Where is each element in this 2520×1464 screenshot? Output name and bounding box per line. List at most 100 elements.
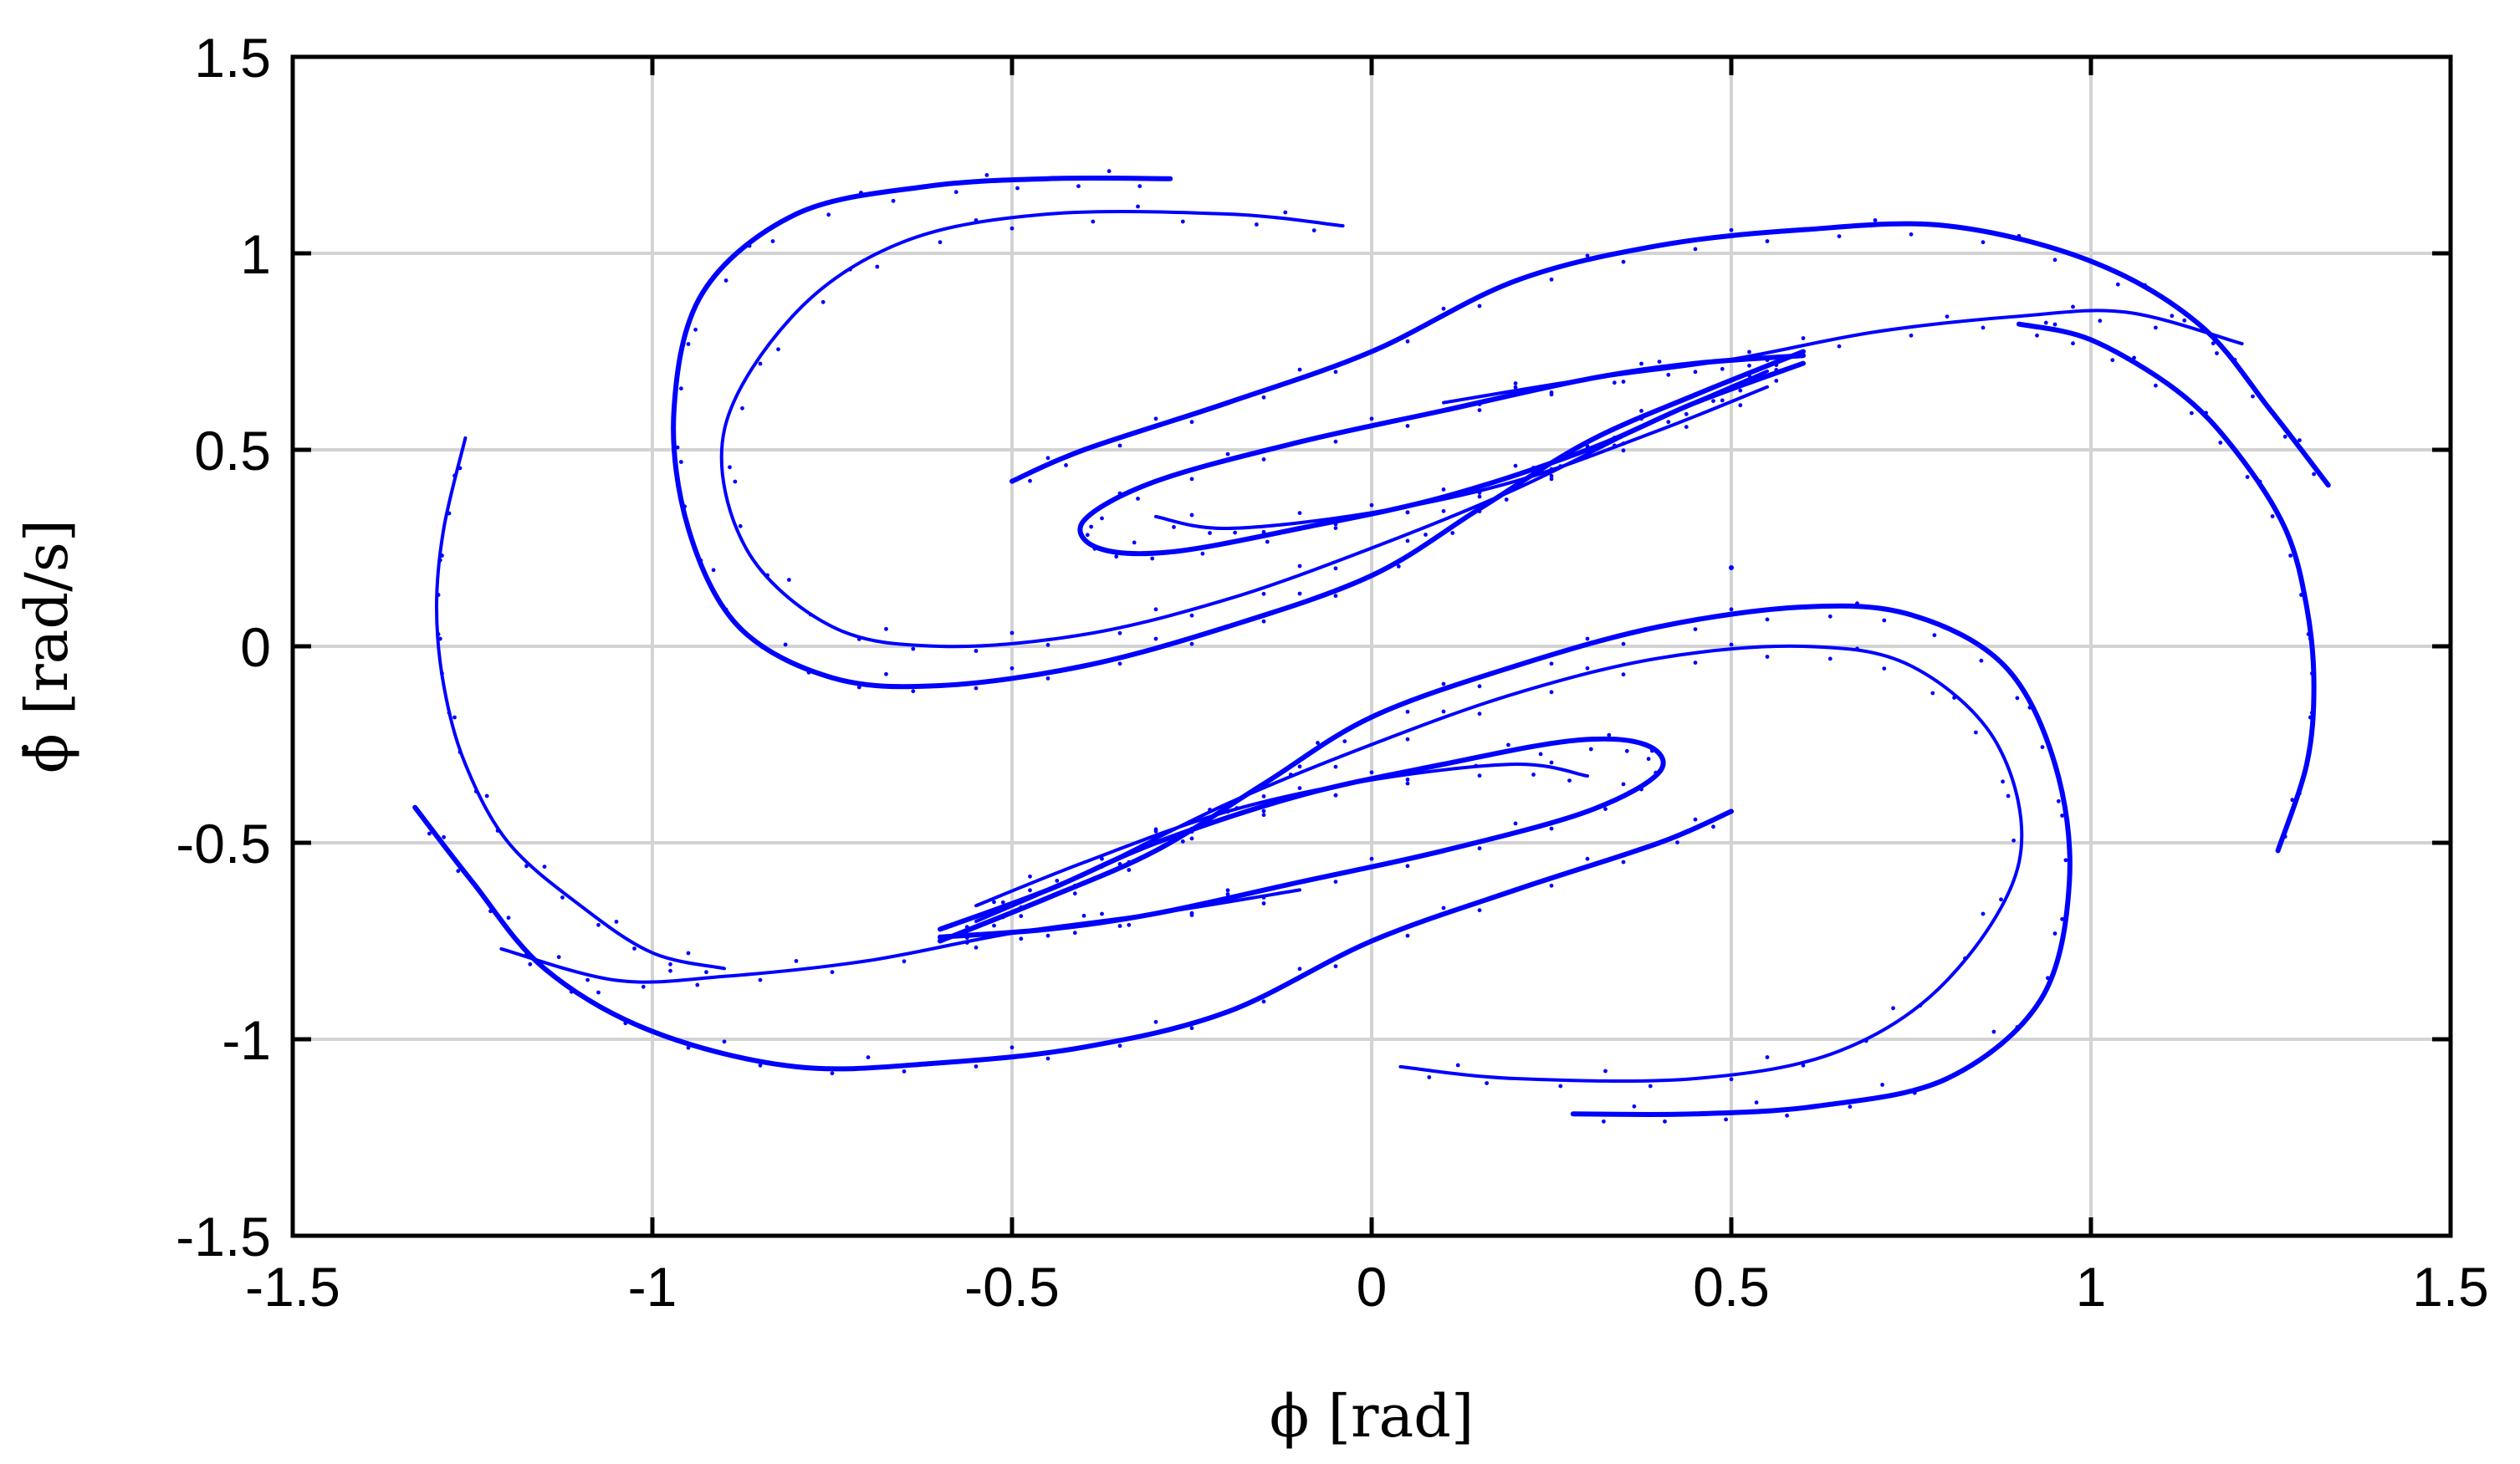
data-point <box>1208 531 1212 535</box>
data-point <box>1297 764 1302 769</box>
data-point <box>1513 463 1518 468</box>
data-point <box>1405 510 1410 515</box>
data-point <box>2312 472 2317 477</box>
data-point <box>1311 228 1316 232</box>
data-point <box>447 511 452 516</box>
data-point <box>830 1071 835 1076</box>
data-point <box>974 649 979 653</box>
data-point <box>1172 525 1176 529</box>
data-point <box>2211 341 2216 346</box>
data-point <box>1513 821 1518 826</box>
data-point <box>1015 186 1020 191</box>
x-tick-labels: -1.5 -1 -0.5 0 0.5 1 1.5 <box>245 1256 2489 1318</box>
data-point <box>1945 314 1950 319</box>
data-point <box>1765 239 1770 243</box>
data-point <box>2143 283 2147 288</box>
attractor-branch-2 <box>719 209 1769 649</box>
x-tick-label: 0.5 <box>1693 1256 1770 1318</box>
x-axis-label: ϕ [rad] <box>1270 1382 1475 1451</box>
data-point <box>1765 1055 1770 1059</box>
data-point <box>1711 399 1715 403</box>
data-point <box>686 342 691 346</box>
data-point <box>1624 748 1629 753</box>
data-point <box>442 834 446 839</box>
data-point <box>992 900 996 905</box>
data-point <box>1650 748 1654 753</box>
data-point <box>668 968 672 973</box>
data-point <box>1747 349 1751 355</box>
data-point <box>596 990 601 995</box>
data-point <box>1711 824 1715 829</box>
data-point <box>1180 839 1185 844</box>
data-point <box>2027 705 2032 710</box>
data-point <box>758 361 763 366</box>
data-point <box>675 445 680 450</box>
data-point <box>679 386 683 391</box>
data-point <box>437 636 442 641</box>
data-point <box>2110 358 2115 363</box>
data-point <box>1255 222 1259 227</box>
data-point <box>2052 322 2057 327</box>
attractor-branch-9 <box>412 804 1734 1072</box>
data-point <box>1450 531 1455 535</box>
data-point <box>1189 477 1194 482</box>
data-point <box>2293 558 2298 563</box>
data-point <box>1441 487 1446 492</box>
data-point <box>964 925 969 930</box>
data-point <box>2298 791 2302 796</box>
data-point <box>1765 358 1770 363</box>
data-point <box>1117 1043 1122 1048</box>
data-point <box>1477 684 1482 689</box>
data-point <box>1774 379 1779 383</box>
data-point <box>440 553 444 558</box>
data-point <box>1136 204 1140 209</box>
data-point <box>2251 394 2255 399</box>
data-point <box>1153 416 1158 421</box>
data-point <box>1738 403 1743 408</box>
data-point <box>1189 420 1194 425</box>
data-point <box>1333 964 1338 969</box>
attractor-branch-7 <box>2017 321 2317 854</box>
data-point <box>1506 742 1510 747</box>
data-point <box>2282 834 2287 839</box>
data-point <box>759 645 764 650</box>
data-point <box>1848 1104 1853 1109</box>
data-point <box>1136 497 1140 501</box>
data-point <box>1441 905 1446 911</box>
data-point <box>2098 319 2103 324</box>
grid <box>293 57 2451 1236</box>
data-point <box>2170 314 2175 319</box>
data-point <box>1909 232 1914 237</box>
data-point <box>2232 357 2237 362</box>
data-point <box>1639 361 1643 366</box>
data-point <box>765 573 769 578</box>
data-point <box>2190 411 2194 416</box>
data-point <box>1477 494 1482 499</box>
data-point <box>1405 781 1410 786</box>
data-point <box>2017 233 2022 238</box>
data-point <box>1621 448 1626 453</box>
data-point <box>866 1055 871 1059</box>
data-point <box>1549 473 1554 478</box>
attractor-branch-4 <box>1154 385 1769 531</box>
data-point <box>1738 388 1743 393</box>
data-point <box>524 864 529 869</box>
data-point <box>964 941 969 945</box>
data-point <box>1729 642 1734 647</box>
data-point <box>1974 730 1978 735</box>
data-point <box>1000 900 1005 905</box>
data-point <box>1189 613 1194 618</box>
data-point <box>1621 380 1626 384</box>
data-point <box>1091 219 1096 224</box>
data-point <box>2182 318 2187 323</box>
data-point <box>457 466 463 471</box>
data-point <box>456 869 461 874</box>
data-point <box>1010 226 1015 231</box>
data-point <box>1405 864 1410 869</box>
data-point <box>1621 860 1626 865</box>
data-point <box>1724 1117 1729 1122</box>
data-point <box>1918 1003 1923 1008</box>
data-point <box>1801 336 1806 340</box>
data-point <box>1930 691 1935 696</box>
data-point <box>1747 373 1751 378</box>
